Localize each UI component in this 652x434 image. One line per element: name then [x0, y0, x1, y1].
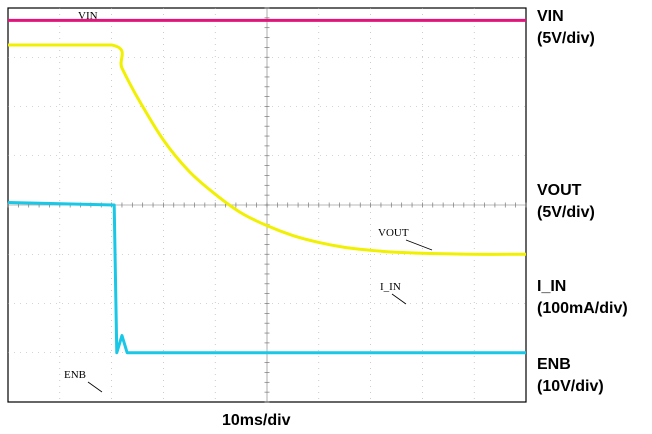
in-plot-labels: VIN VOUT I_IN ENB	[64, 10, 433, 393]
vout-in-plot-label: VOUT	[378, 227, 409, 239]
traces	[8, 18, 526, 355]
label-leader-line	[405, 239, 433, 251]
iin-side-label: I_IN (100mA/div)	[537, 276, 628, 320]
vin-channel-scale: (5V/div)	[537, 30, 595, 47]
x-axis-label: 10ms/div	[222, 412, 291, 429]
vout-side-label: VOUT (5V/div)	[537, 180, 595, 224]
enb-in-plot-label: ENB	[64, 369, 86, 381]
i-in-trace	[8, 201, 526, 355]
vin-channel-name: VIN	[537, 8, 564, 25]
vout-channel-name: VOUT	[537, 182, 582, 199]
vout-channel-scale: (5V/div)	[537, 204, 595, 221]
iin-channel-name: I_IN	[537, 278, 567, 295]
enb-channel-name: ENB	[537, 356, 571, 373]
label-leader-line	[391, 293, 407, 305]
vin-side-label: VIN (5V/div)	[537, 6, 595, 50]
enb-side-label: ENB (10V/div)	[537, 354, 604, 398]
enb-channel-scale: (10V/div)	[537, 378, 604, 395]
iin-channel-scale: (100mA/div)	[537, 300, 628, 317]
vout-trace	[8, 43, 526, 256]
i-in-in-plot-label: I_IN	[380, 281, 401, 293]
vin-in-plot-label: VIN	[78, 10, 98, 22]
label-leader-line	[87, 381, 103, 393]
